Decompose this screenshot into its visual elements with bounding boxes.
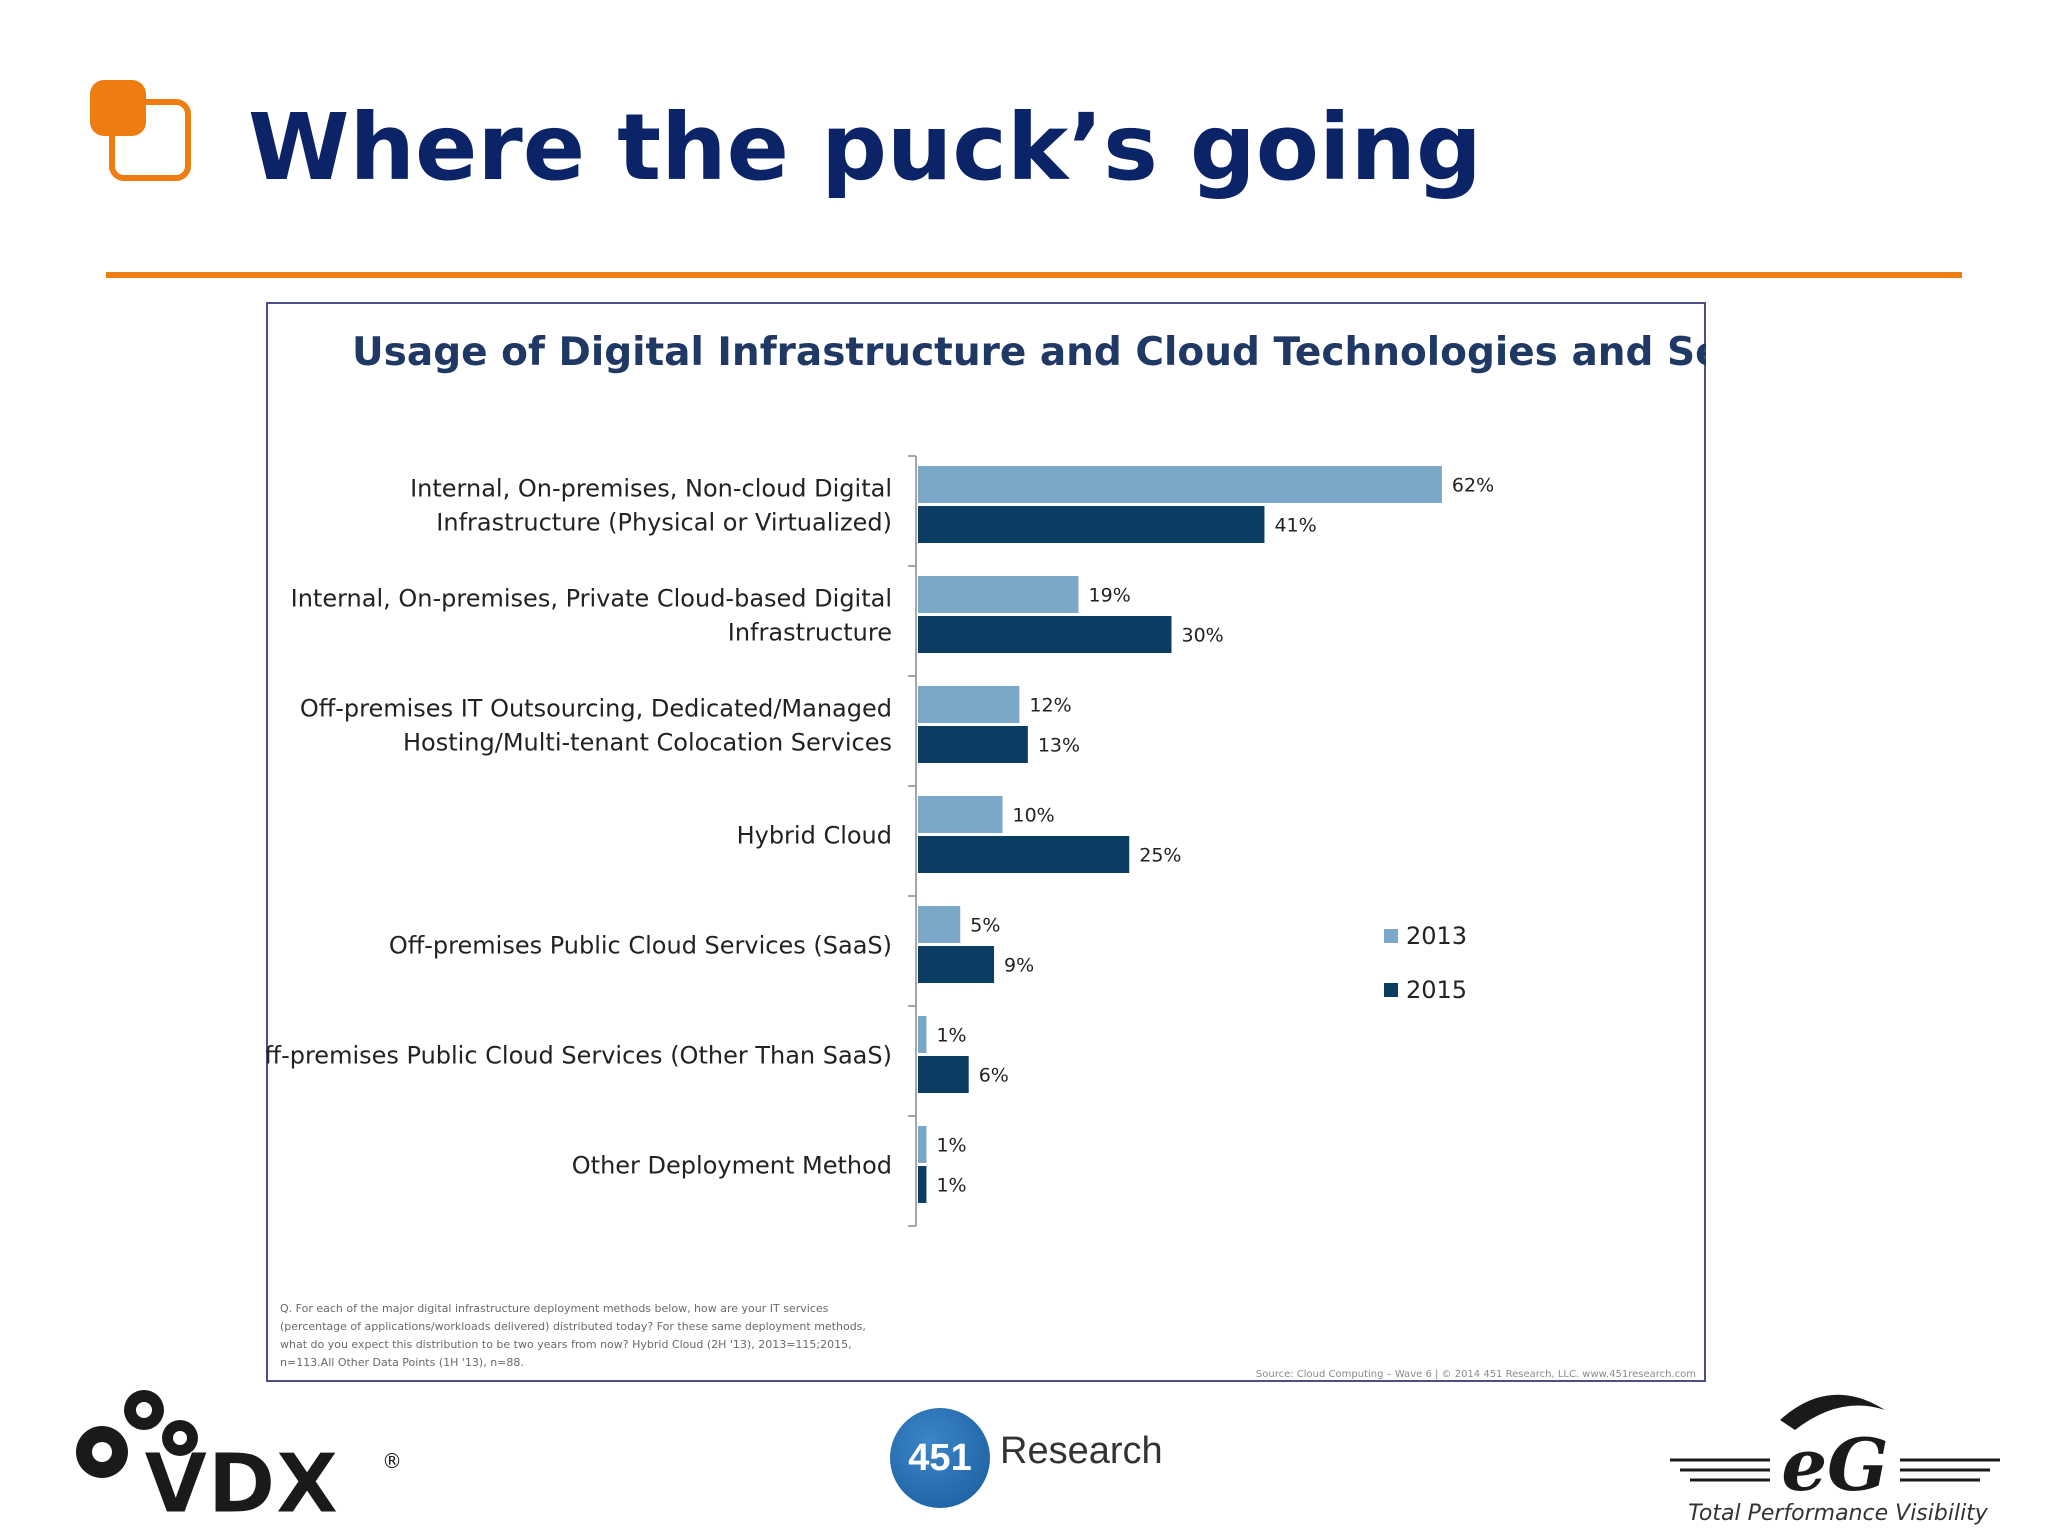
data-label: 12% (1029, 695, 1071, 717)
eg-wordmark: eG (1781, 1422, 1888, 1507)
data-label: 10% (1013, 805, 1055, 827)
eg-tagline: Total Performance Visibility (1688, 1501, 1989, 1526)
bar-2015-4 (918, 946, 995, 983)
bar-2015-1 (918, 616, 1172, 653)
legend-swatch-2013 (1384, 929, 1398, 943)
category-label: Internal, On-premises, Private Cloud-bas… (291, 585, 892, 613)
footnote-line: (percentage of applications/workloads de… (280, 1320, 866, 1333)
data-label: 5% (970, 915, 1000, 937)
slide-title: Where the puck’s going (248, 94, 1482, 201)
plot-area: Internal, On-premises, Non-cloud Digital… (266, 455, 1494, 1227)
data-label: 62% (1452, 475, 1494, 497)
gears-icon (76, 1390, 198, 1478)
bar-2015-2 (918, 726, 1028, 763)
data-label: 1% (936, 1025, 966, 1047)
footnote-line: Q. For each of the major digital infrast… (280, 1302, 829, 1315)
bar-2013-2 (918, 686, 1020, 723)
bar-2015-6 (918, 1166, 927, 1203)
registered-mark: ® (382, 1449, 402, 1473)
category-label: Off-premises Public Cloud Services (Othe… (266, 1042, 892, 1070)
data-label: 9% (1004, 955, 1034, 977)
bar-2015-3 (918, 836, 1130, 873)
category-label: Other Deployment Method (572, 1152, 892, 1180)
bar-2013-3 (918, 796, 1003, 833)
category-label: Off-premises IT Outsourcing, Dedicated/M… (300, 695, 892, 723)
vdx-wordmark: VDX (144, 1437, 339, 1522)
speed-lines-icon (1670, 1458, 2000, 1482)
eg-logo: eG Total Performance Visibility (1670, 1394, 2000, 1526)
research-logo: 451 Research (890, 1408, 1190, 1518)
bar-chart: Usage of Digital Infrastructure and Clou… (266, 330, 1706, 1380)
category-label: Off-premises Public Cloud Services (SaaS… (389, 932, 892, 960)
bar-2013-0 (918, 466, 1442, 503)
bar-2015-0 (918, 506, 1265, 543)
category-label: Hosting/Multi-tenant Colocation Services (403, 729, 892, 757)
chart-title: Usage of Digital Infrastructure and Clou… (352, 330, 1706, 375)
legend-label-2013: 2013 (1406, 922, 1467, 950)
legend-label-2015: 2015 (1406, 976, 1467, 1004)
footnote-line: n=113.All Other Data Points (1H '13), n=… (280, 1356, 524, 1369)
category-label: Infrastructure (Physical or Virtualized) (436, 509, 892, 537)
data-label: 30% (1182, 625, 1224, 647)
data-label: 25% (1139, 845, 1181, 867)
data-label: 13% (1038, 735, 1080, 757)
category-label: Internal, On-premises, Non-cloud Digital (410, 475, 892, 503)
research-number-badge: 451 (890, 1408, 990, 1508)
research-wordmark: Research (1000, 1430, 1163, 1472)
legend-swatch-2015 (1384, 983, 1398, 997)
rounded-squares-icon (90, 80, 191, 181)
data-label: 19% (1089, 585, 1131, 607)
chart-legend: 2013 2015 (1384, 922, 1467, 1004)
bar-2013-5 (918, 1016, 927, 1053)
bar-2013-1 (918, 576, 1079, 613)
data-label: 1% (936, 1135, 966, 1157)
category-label: Hybrid Cloud (737, 822, 892, 850)
chart-source: Source: Cloud Computing – Wave 6 | © 201… (1256, 1369, 1696, 1380)
vdx-logo: VDX ® (76, 1390, 402, 1522)
data-label: 6% (979, 1065, 1009, 1087)
category-label: Infrastructure (728, 619, 892, 647)
bar-2013-6 (918, 1126, 927, 1163)
data-label: 41% (1274, 515, 1316, 537)
title-divider (106, 272, 1962, 278)
bar-2013-4 (918, 906, 961, 943)
swoosh-icon (1780, 1394, 1885, 1430)
bar-2015-5 (918, 1056, 969, 1093)
data-label: 1% (936, 1175, 966, 1197)
chart-footnote: Q. For each of the major digital infrast… (280, 1302, 866, 1369)
footnote-line: what do you expect this distribution to … (280, 1338, 852, 1351)
